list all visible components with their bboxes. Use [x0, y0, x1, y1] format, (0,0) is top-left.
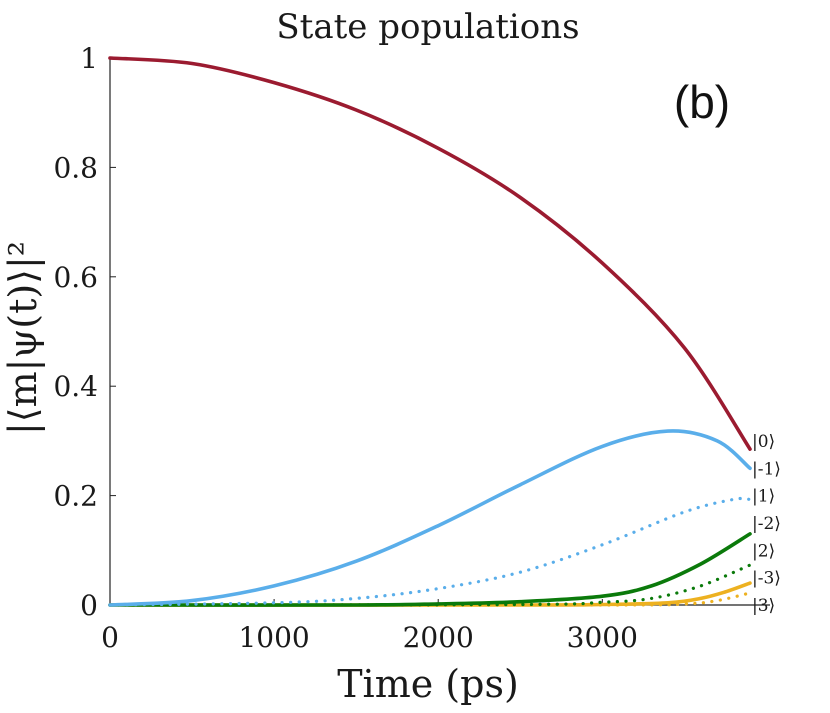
- series-line-0: [108, 56, 752, 451]
- x-tick-label: 2000: [403, 621, 474, 654]
- x-tick-label: 0: [101, 621, 119, 654]
- panel-label: (b): [674, 76, 730, 128]
- x-tick-label: 1000: [238, 621, 309, 654]
- line-label: |-2⟩: [752, 514, 781, 534]
- chart-title: State populations: [276, 7, 579, 47]
- y-tick-label: 0.2: [53, 480, 98, 513]
- line-label: |-3⟩: [752, 569, 781, 589]
- series-line-2: [108, 496, 752, 607]
- ticks: 0 1000 2000 3000 0 0.2 0.4 0.6 0.8 1: [53, 42, 637, 654]
- x-tick-label: 3000: [567, 621, 638, 654]
- line-label: |-1⟩: [752, 459, 781, 479]
- series-line-3: [108, 532, 752, 607]
- series-lines: [108, 56, 752, 607]
- y-tick-label: 1: [80, 42, 98, 75]
- series-line-4: [108, 563, 752, 607]
- line-end-labels: |0⟩ |-1⟩ |1⟩ |-2⟩ |2⟩ |-3⟩ |3⟩: [752, 432, 781, 616]
- y-axis-label: |⟨m|ψ(t)⟩|²: [1, 241, 45, 435]
- line-label: |1⟩: [752, 487, 775, 507]
- y-tick-label: 0.8: [53, 151, 98, 184]
- series-line-1: [108, 429, 752, 607]
- line-label: |2⟩: [752, 541, 775, 561]
- y-tick-label: 0: [80, 589, 98, 622]
- line-label: |3⟩: [752, 596, 775, 616]
- line-label: |0⟩: [752, 432, 775, 452]
- y-tick-label: 0.6: [53, 261, 98, 294]
- y-tick-label: 0.4: [53, 370, 98, 403]
- x-axis-label: Time (ps): [337, 662, 519, 706]
